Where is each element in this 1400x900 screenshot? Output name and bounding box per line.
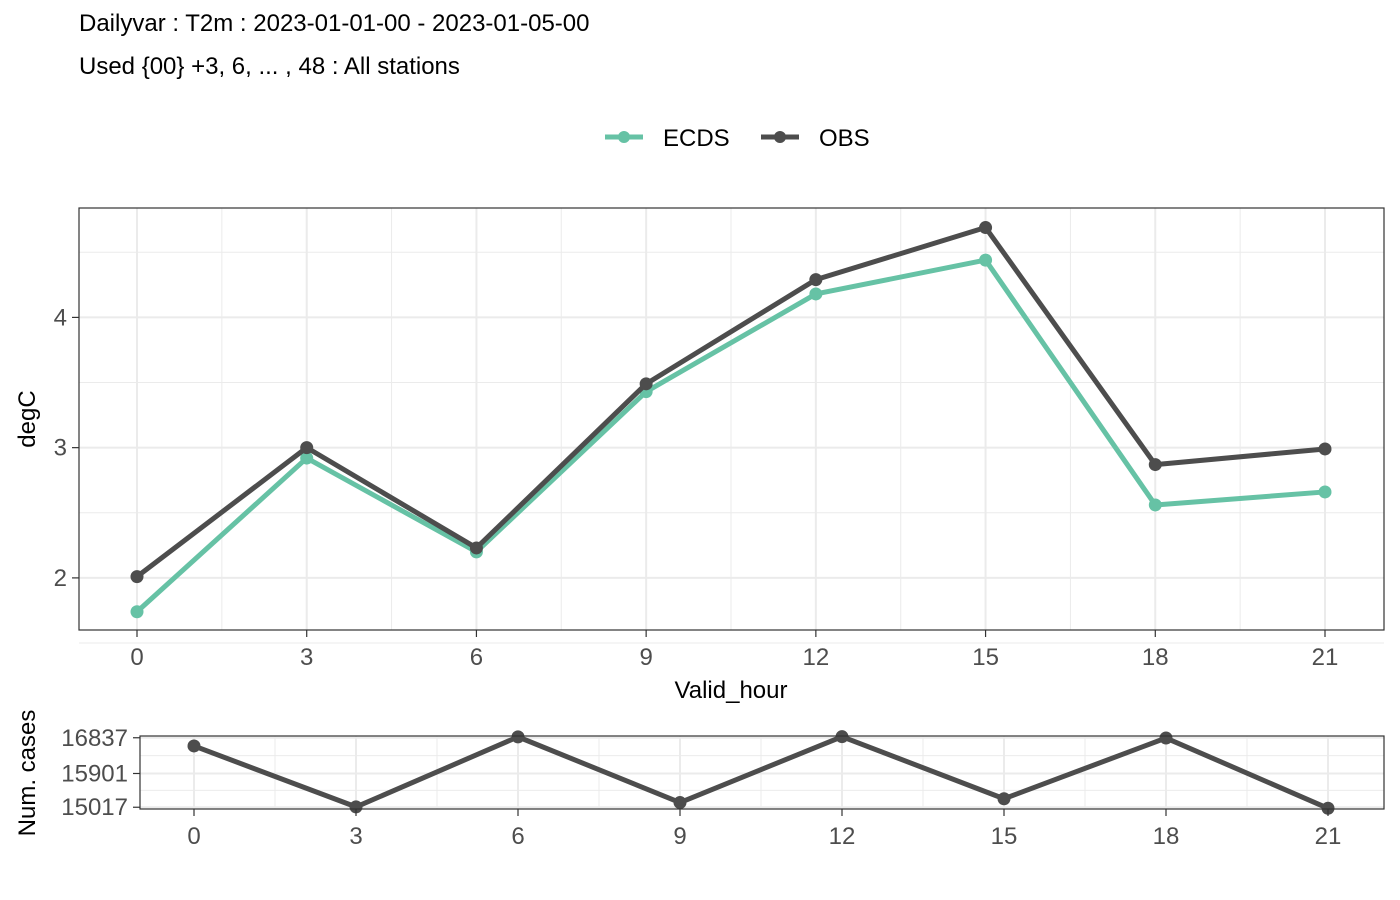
main-plot: 0 3 6 9 12 15 18 21 2 3 4 Valid_hour degC [14, 207, 1385, 704]
data-point-count [511, 730, 525, 744]
legend-key-obs-marker [774, 131, 786, 143]
data-point-ecds [300, 451, 314, 465]
data-point-obs [130, 570, 144, 584]
y-tick-label: 3 [54, 435, 67, 462]
legend-label-obs: OBS [819, 125, 870, 152]
main-x-axis: 0 3 6 9 12 15 18 21 [130, 630, 1338, 671]
x-tick-label: 15 [991, 823, 1018, 850]
chart-subtitle: Used {00} +3, 6, ... , 48 : All stations [79, 53, 460, 80]
data-point-obs [1148, 458, 1162, 472]
data-point-count [835, 730, 849, 744]
count-y-axis-title: Num. cases [14, 710, 41, 837]
x-tick-label: 15 [972, 644, 999, 671]
x-tick-label: 18 [1153, 823, 1180, 850]
x-tick-label: 21 [1315, 823, 1342, 850]
data-point-obs [300, 441, 314, 455]
y-tick-label: 15901 [61, 760, 128, 787]
count-y-axis: 15017 15901 16837 [61, 725, 140, 821]
x-tick-label: 6 [511, 823, 524, 850]
x-tick-label: 0 [187, 823, 200, 850]
count-grid [140, 736, 1384, 809]
series-line-ecds [135, 257, 1326, 614]
data-point-obs [639, 377, 653, 391]
data-point-obs [809, 273, 823, 287]
main-grid [79, 208, 1384, 644]
data-point-ecds [130, 605, 144, 619]
x-tick-label: 3 [300, 644, 313, 671]
data-point-ecds [809, 287, 823, 301]
data-point-count [187, 739, 201, 753]
data-point-obs [1318, 442, 1332, 456]
count-series [187, 730, 1335, 815]
x-tick-label: 9 [639, 644, 652, 671]
main-y-axis: 2 3 4 [54, 304, 79, 592]
data-point-ecds [1318, 485, 1332, 499]
main-x-axis-title: Valid_hour [675, 677, 788, 704]
legend-item-ecds: ECDS [605, 125, 730, 152]
data-point-count [1159, 731, 1173, 745]
x-tick-label: 18 [1142, 644, 1169, 671]
legend-label-ecds: ECDS [663, 125, 730, 152]
series-line-count [193, 734, 1329, 811]
y-tick-label: 15017 [61, 794, 128, 821]
main-y-axis-title: degC [14, 390, 41, 447]
y-tick-label: 16837 [61, 725, 128, 752]
x-tick-label: 12 [803, 644, 830, 671]
data-point-obs [979, 221, 993, 235]
main-series [130, 221, 1332, 619]
data-point-obs [469, 541, 483, 555]
count-x-axis: 0 3 6 9 12 15 18 21 [187, 809, 1341, 850]
series-line-obs [135, 225, 1326, 579]
x-tick-label: 21 [1312, 644, 1339, 671]
x-tick-label: 3 [349, 823, 362, 850]
x-tick-label: 12 [829, 823, 856, 850]
count-panel-border [139, 735, 1385, 810]
data-point-count [1321, 801, 1335, 815]
main-panel-border [78, 207, 1385, 631]
legend: ECDS OBS [605, 125, 870, 152]
x-tick-label: 9 [673, 823, 686, 850]
data-point-count [997, 792, 1011, 806]
data-point-count [349, 800, 363, 814]
legend-key-ecds-marker [618, 131, 630, 143]
chart-title: Dailyvar : T2m : 2023-01-01-00 - 2023-01… [79, 10, 590, 37]
data-point-ecds [979, 253, 993, 267]
x-tick-label: 0 [130, 644, 143, 671]
x-tick-label: 6 [470, 644, 483, 671]
legend-item-obs: OBS [761, 125, 870, 152]
data-point-count [673, 796, 687, 810]
y-tick-label: 4 [54, 304, 67, 331]
count-plot: 0 3 6 9 12 15 18 21 15017 15901 16837 Num. cases [14, 710, 1385, 850]
y-tick-label: 2 [54, 565, 67, 592]
data-point-ecds [1148, 498, 1162, 512]
